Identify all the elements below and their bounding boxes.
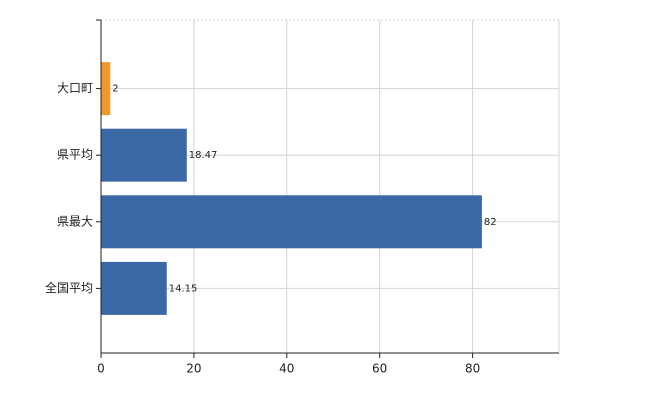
bar (101, 62, 111, 116)
x-tick-label: 40 (279, 362, 294, 376)
value-label: 2 (112, 84, 118, 95)
y-tick-label: 県最大 (57, 214, 93, 228)
y-tick-label: 県平均 (57, 148, 93, 162)
value-label: 82 (484, 217, 497, 228)
bar (101, 195, 482, 249)
y-tick-label: 大口町 (57, 81, 93, 95)
bar (101, 261, 167, 315)
value-label: 14.15 (169, 283, 198, 294)
x-tick-label: 20 (186, 362, 201, 376)
bar (101, 128, 187, 182)
x-tick-label: 0 (97, 362, 105, 376)
value-label: 18.47 (189, 150, 218, 161)
x-tick-label: 60 (372, 362, 387, 376)
x-tick-label: 80 (465, 362, 480, 376)
y-tick-label: 全国平均 (45, 280, 93, 295)
